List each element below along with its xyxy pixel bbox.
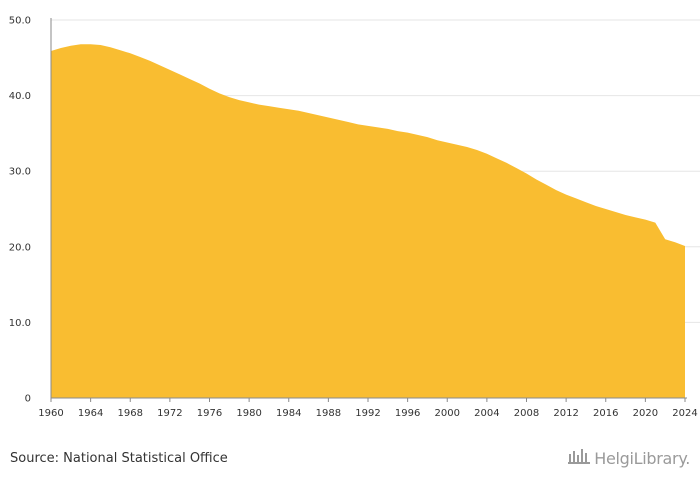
logo-text: HelgiLibrary. [594,449,690,468]
y-tick-label: 50.0 [9,16,31,27]
x-tick-label: 2020 [633,408,658,419]
area-chart: 010.020.030.040.050.0 1960 1964 1968 1972 19… [9,16,700,419]
x-tick-label: 1980 [236,408,261,419]
y-tick-label: 40.0 [9,91,31,102]
y-tick-label: 10.0 [9,318,31,329]
x-tick-label: 1960 [38,408,63,419]
library-building-icon [567,447,591,470]
area-series [51,44,685,398]
x-axis-tick-labels: 1960 1964 1968 1972 1976 1980 1984 1988 1992 1996… [38,408,697,419]
y-tick-label: 20.0 [9,242,31,253]
x-tick-label: 1988 [316,408,341,419]
x-tick-label: 1992 [355,408,380,419]
x-tick-label: 2004 [474,408,499,419]
helgi-library-logo[interactable]: HelgiLibrary. [567,447,690,470]
x-tick-label: 2008 [514,408,539,419]
y-axis-tick-labels: 0 10.0 20.0 30.0 40.0 50.0 [9,16,31,405]
x-tick-label: 2024 [672,408,697,419]
x-tick-label: 2000 [435,408,460,419]
x-tick-label: 1972 [157,408,182,419]
y-tick-label: 30.0 [9,167,31,178]
x-tick-label: 2012 [553,408,578,419]
x-tick-label: 1976 [197,408,222,419]
y-tick-label: 0 [25,394,31,405]
x-tick-label: 1996 [395,408,420,419]
x-tick-label: 1968 [118,408,143,419]
x-tick-label: 2016 [593,408,618,419]
x-tick-label: 1984 [276,408,301,419]
source-note: Source: National Statistical Office [10,451,228,466]
axes [50,18,687,402]
x-tick-label: 1964 [78,408,103,419]
area-series-fill [51,44,685,398]
